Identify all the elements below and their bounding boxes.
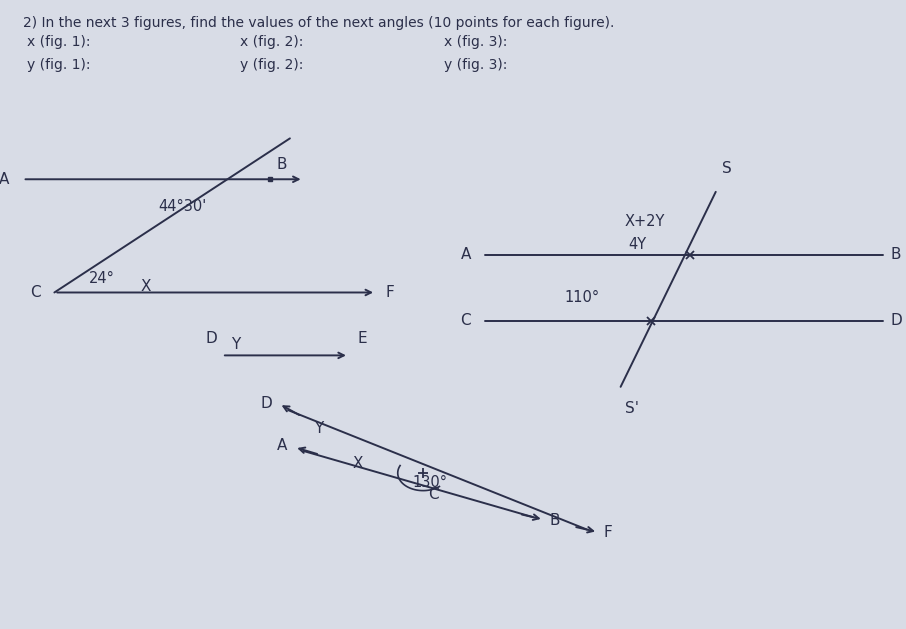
Text: A: A <box>461 247 471 262</box>
Text: 130°: 130° <box>412 475 448 490</box>
Text: y (fig. 3):: y (fig. 3): <box>444 58 507 72</box>
Text: S': S' <box>625 401 639 416</box>
Text: Y: Y <box>231 337 240 352</box>
Text: X: X <box>352 456 363 471</box>
Text: S: S <box>722 161 732 176</box>
Text: B: B <box>276 157 287 172</box>
Text: x (fig. 1):: x (fig. 1): <box>27 35 91 48</box>
Text: Y: Y <box>314 421 323 437</box>
Text: A: A <box>0 172 9 187</box>
Text: 44°30': 44°30' <box>159 199 207 214</box>
Text: 110°: 110° <box>564 290 600 305</box>
Text: C: C <box>460 313 471 328</box>
Text: X+2Y: X+2Y <box>624 214 665 229</box>
Text: C: C <box>428 487 439 503</box>
Text: E: E <box>358 331 368 346</box>
Text: y (fig. 2):: y (fig. 2): <box>240 58 304 72</box>
Text: X: X <box>140 279 151 294</box>
Text: F: F <box>603 525 612 540</box>
Text: B: B <box>549 513 560 528</box>
Text: x (fig. 2):: x (fig. 2): <box>240 35 304 48</box>
Text: D: D <box>206 331 217 346</box>
Text: B: B <box>891 247 901 262</box>
Text: D: D <box>260 396 272 411</box>
Text: 24°: 24° <box>89 270 115 286</box>
Text: C: C <box>30 285 41 300</box>
Text: A: A <box>277 438 287 454</box>
Text: x (fig. 3):: x (fig. 3): <box>444 35 507 48</box>
Text: F: F <box>385 285 394 300</box>
Text: 4Y: 4Y <box>629 237 647 252</box>
Text: D: D <box>891 313 902 328</box>
Text: y (fig. 1):: y (fig. 1): <box>27 58 91 72</box>
Text: 2) In the next 3 figures, find the values of the next angles (10 points for each: 2) In the next 3 figures, find the value… <box>23 16 614 30</box>
